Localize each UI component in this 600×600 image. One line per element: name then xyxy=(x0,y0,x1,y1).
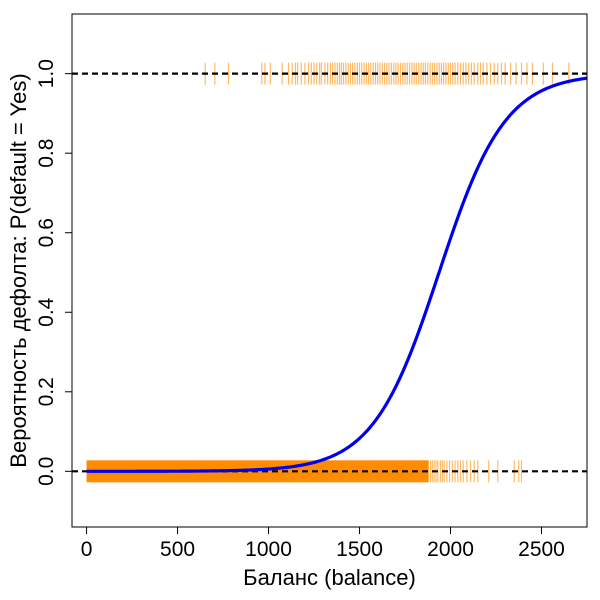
x-tick-label: 1000 xyxy=(245,538,292,561)
logistic-curve xyxy=(86,76,588,473)
x-axis-label: Баланс (balance) xyxy=(243,565,416,590)
x-tick-label: 500 xyxy=(160,538,195,561)
y-axis: 0.0 0.2 0.4 0.6 0.8 1.0 xyxy=(35,59,72,486)
y-tick-label: 1.0 xyxy=(35,59,58,88)
x-axis: 0 500 1000 1500 2000 2500 xyxy=(81,527,565,561)
y-tick-label: 0.6 xyxy=(35,218,58,247)
y-tick-label: 0.0 xyxy=(35,457,58,486)
y-tick-label: 0.8 xyxy=(35,139,58,168)
y-axis-label: Вероятность дефолта: P(default = Yes) xyxy=(6,73,31,467)
y-tick-label: 0.2 xyxy=(35,377,58,406)
x-tick-label: 1500 xyxy=(336,538,383,561)
x-tick-label: 0 xyxy=(81,538,93,561)
y-tick-label: 0.4 xyxy=(35,297,58,327)
plot-frame xyxy=(71,13,588,528)
x-tick-label: 2500 xyxy=(518,538,565,561)
x-tick-label: 2000 xyxy=(427,538,474,561)
